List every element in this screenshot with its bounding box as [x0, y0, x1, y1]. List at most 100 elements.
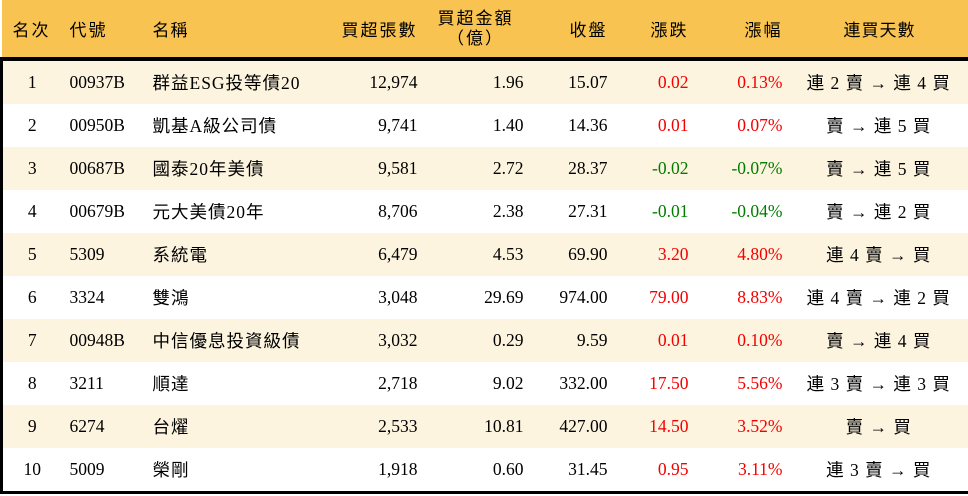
close-cell: 427.00 — [529, 405, 614, 448]
table-row: 6 3324 雙鴻 3,048 29.69 974.00 79.00 8.83%… — [0, 276, 968, 319]
close-cell: 69.90 — [529, 233, 614, 276]
rank-cell: 8 — [0, 362, 62, 405]
name-cell: 順達 — [149, 362, 322, 405]
streak-cell: 連 2 賣 → 連 4 買 — [789, 59, 968, 104]
volume-cell: 2,533 — [321, 405, 422, 448]
header-row: 名次 代號 名稱 買超張數 買超金額 （億） 收盤 漲跌 漲幅 連買天數 — [1, 0, 968, 61]
code-cell: 00950B — [61, 104, 150, 147]
streak-cell: 賣 → 連 5 買 — [789, 147, 968, 190]
change-pct-cell: 0.10% — [695, 319, 790, 362]
name-cell: 凱基A級公司債 — [149, 104, 322, 147]
change-cell: 3.20 — [613, 233, 696, 276]
change-cell: 79.00 — [613, 276, 696, 319]
header-volume: 買超張數 — [321, 0, 422, 61]
rank-cell: 4 — [0, 190, 62, 233]
table-body: 1 00937B 群益ESG投等債20 12,974 1.96 15.07 0.… — [0, 59, 968, 494]
rank-cell: 3 — [0, 147, 62, 190]
change-cell: 0.01 — [613, 319, 696, 362]
header-amount: 買超金額 （億） — [421, 0, 530, 61]
code-cell: 3324 — [61, 276, 150, 319]
rank-cell: 9 — [0, 405, 62, 448]
code-cell: 6274 — [61, 405, 150, 448]
header-code: 代號 — [61, 0, 150, 61]
rank-cell: 7 — [0, 319, 62, 362]
volume-cell: 9,741 — [321, 104, 422, 147]
name-cell: 群益ESG投等債20 — [149, 59, 322, 104]
rank-cell: 5 — [0, 233, 62, 276]
code-cell: 5009 — [61, 448, 150, 494]
change-pct-cell: -0.07% — [695, 147, 790, 190]
change-cell: 14.50 — [613, 405, 696, 448]
volume-cell: 9,581 — [321, 147, 422, 190]
close-cell: 31.45 — [529, 448, 614, 494]
change-cell: 0.01 — [613, 104, 696, 147]
close-cell: 15.07 — [529, 59, 614, 104]
table-row: 1 00937B 群益ESG投等債20 12,974 1.96 15.07 0.… — [0, 59, 968, 104]
code-cell: 3211 — [61, 362, 150, 405]
header-change: 漲跌 — [613, 0, 696, 61]
change-pct-cell: 4.80% — [695, 233, 790, 276]
streak-cell: 賣 → 買 — [789, 405, 968, 448]
name-cell: 系統電 — [149, 233, 322, 276]
close-cell: 27.31 — [529, 190, 614, 233]
volume-cell: 3,032 — [321, 319, 422, 362]
close-cell: 14.36 — [529, 104, 614, 147]
change-cell: 0.02 — [613, 59, 696, 104]
streak-cell: 連 4 賣 → 買 — [789, 233, 968, 276]
header-change-pct: 漲幅 — [695, 0, 790, 61]
table-row: 8 3211 順達 2,718 9.02 332.00 17.50 5.56% … — [0, 362, 968, 405]
header-close: 收盤 — [529, 0, 614, 61]
header-amount-line2: （億） — [447, 28, 504, 48]
change-cell: 0.95 — [613, 448, 696, 494]
amount-cell: 9.02 — [421, 362, 530, 405]
change-pct-cell: 5.56% — [695, 362, 790, 405]
volume-cell: 12,974 — [321, 59, 422, 104]
amount-cell: 2.72 — [421, 147, 530, 190]
rank-cell: 1 — [0, 59, 62, 104]
close-cell: 28.37 — [529, 147, 614, 190]
table-header: 名次 代號 名稱 買超張數 買超金額 （億） 收盤 漲跌 漲幅 連買天數 — [1, 0, 968, 61]
amount-cell: 1.40 — [421, 104, 530, 147]
streak-cell: 連 3 賣 → 買 — [789, 448, 968, 494]
volume-cell: 6,479 — [321, 233, 422, 276]
volume-cell: 8,706 — [321, 190, 422, 233]
volume-cell: 1,918 — [321, 448, 422, 494]
change-pct-cell: 0.13% — [695, 59, 790, 104]
name-cell: 榮剛 — [149, 448, 322, 494]
change-pct-cell: 3.52% — [695, 405, 790, 448]
header-streak: 連買天數 — [789, 0, 968, 61]
amount-cell: 29.69 — [421, 276, 530, 319]
rank-cell: 6 — [0, 276, 62, 319]
change-cell: -0.01 — [613, 190, 696, 233]
volume-cell: 2,718 — [321, 362, 422, 405]
table-row: 4 00679B 元大美債20年 8,706 2.38 27.31 -0.01 … — [0, 190, 968, 233]
code-cell: 5309 — [61, 233, 150, 276]
header-amount-line1: 買超金額 — [437, 8, 514, 28]
amount-cell: 4.53 — [421, 233, 530, 276]
streak-cell: 連 3 賣 → 連 3 買 — [789, 362, 968, 405]
table-row: 9 6274 台燿 2,533 10.81 427.00 14.50 3.52%… — [0, 405, 968, 448]
change-pct-cell: 0.07% — [695, 104, 790, 147]
name-cell: 元大美債20年 — [149, 190, 322, 233]
code-cell: 00687B — [61, 147, 150, 190]
name-cell: 國泰20年美債 — [149, 147, 322, 190]
amount-cell: 1.96 — [421, 59, 530, 104]
streak-cell: 連 4 賣 → 連 2 買 — [789, 276, 968, 319]
streak-cell: 賣 → 連 2 買 — [789, 190, 968, 233]
header-name: 名稱 — [149, 0, 322, 61]
header-rank: 名次 — [1, 0, 62, 61]
amount-cell: 2.38 — [421, 190, 530, 233]
change-pct-cell: 8.83% — [695, 276, 790, 319]
table-row: 7 00948B 中信優息投資級債 3,032 0.29 9.59 0.01 0… — [0, 319, 968, 362]
streak-cell: 賣 → 連 5 買 — [789, 104, 968, 147]
amount-cell: 0.60 — [421, 448, 530, 494]
code-cell: 00937B — [61, 59, 150, 104]
table-row: 2 00950B 凱基A級公司債 9,741 1.40 14.36 0.01 0… — [0, 104, 968, 147]
streak-cell: 賣 → 連 4 買 — [789, 319, 968, 362]
change-pct-cell: 3.11% — [695, 448, 790, 494]
rank-cell: 2 — [0, 104, 62, 147]
rank-cell: 10 — [0, 448, 62, 494]
volume-cell: 3,048 — [321, 276, 422, 319]
change-pct-cell: -0.04% — [695, 190, 790, 233]
